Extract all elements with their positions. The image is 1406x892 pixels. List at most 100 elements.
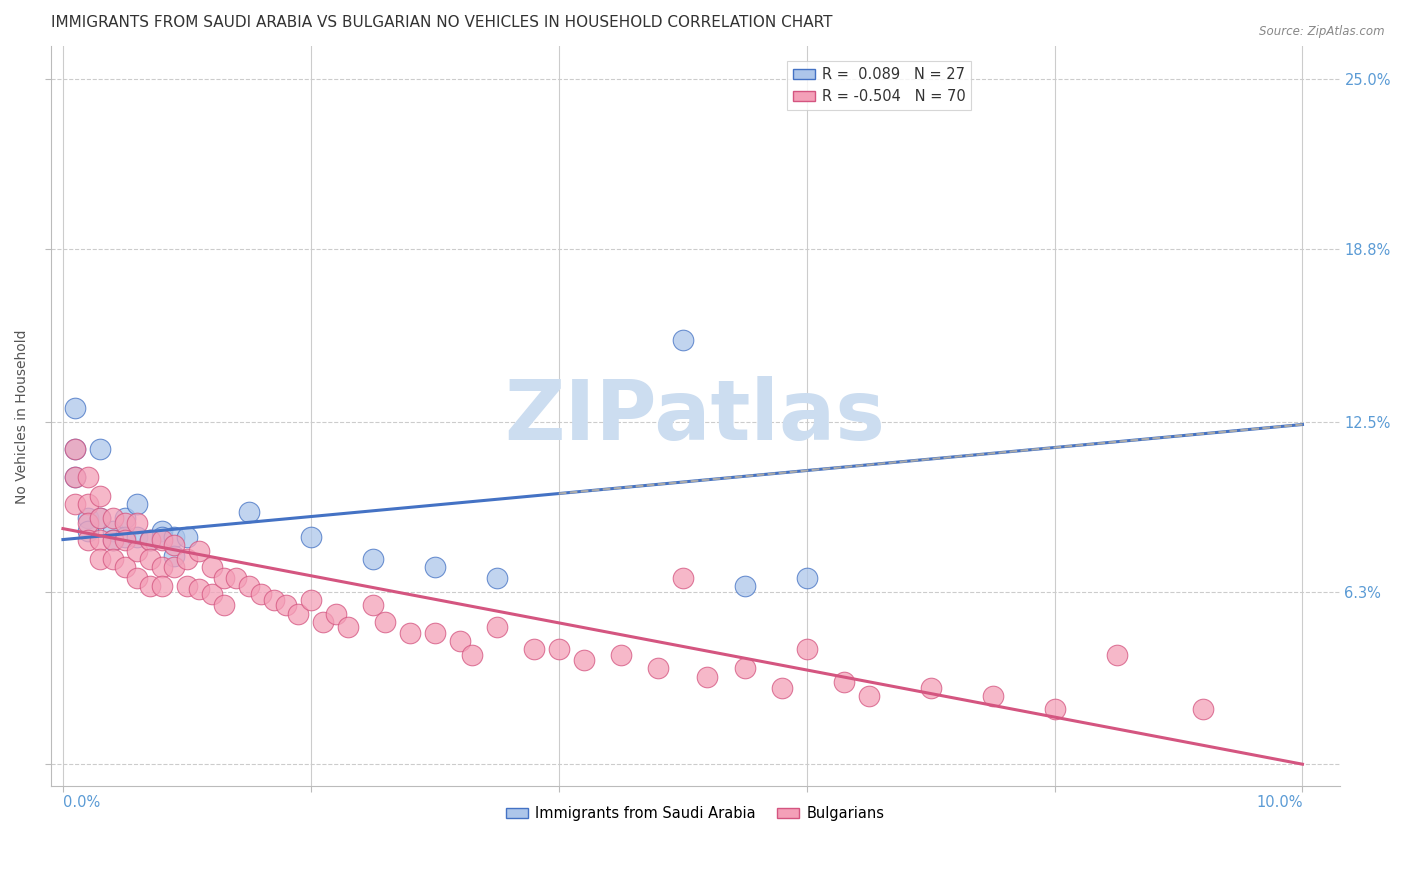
Point <box>188 582 211 596</box>
Point <box>981 689 1004 703</box>
Point <box>176 530 198 544</box>
Point <box>609 648 631 662</box>
Point <box>89 533 111 547</box>
Point <box>65 469 87 483</box>
Point <box>76 524 98 539</box>
Point <box>201 560 224 574</box>
Point <box>65 469 87 483</box>
Point <box>325 607 347 621</box>
Point <box>114 533 136 547</box>
Point <box>361 599 384 613</box>
Point <box>250 587 273 601</box>
Point <box>114 510 136 524</box>
Point <box>832 675 855 690</box>
Text: Source: ZipAtlas.com: Source: ZipAtlas.com <box>1260 25 1385 38</box>
Point <box>263 592 285 607</box>
Text: IMMIGRANTS FROM SAUDI ARABIA VS BULGARIAN NO VEHICLES IN HOUSEHOLD CORRELATION C: IMMIGRANTS FROM SAUDI ARABIA VS BULGARIA… <box>51 15 832 30</box>
Point <box>65 401 87 415</box>
Point <box>201 587 224 601</box>
Point <box>150 530 173 544</box>
Point <box>150 533 173 547</box>
Point <box>89 551 111 566</box>
Point <box>212 599 235 613</box>
Point <box>238 505 260 519</box>
Point <box>138 533 160 547</box>
Point <box>76 533 98 547</box>
Point <box>672 571 695 585</box>
Point <box>127 571 149 585</box>
Point <box>138 551 160 566</box>
Point <box>101 524 124 539</box>
Point <box>65 442 87 457</box>
Point <box>299 592 322 607</box>
Point <box>76 497 98 511</box>
Point <box>796 642 818 657</box>
Point <box>150 560 173 574</box>
Point <box>176 579 198 593</box>
Point <box>76 510 98 524</box>
Point <box>89 442 111 457</box>
Point <box>796 571 818 585</box>
Point <box>114 530 136 544</box>
Point <box>163 560 186 574</box>
Text: 10.0%: 10.0% <box>1256 795 1302 810</box>
Point <box>65 497 87 511</box>
Point <box>114 560 136 574</box>
Point <box>312 615 335 629</box>
Point <box>89 489 111 503</box>
Point <box>176 551 198 566</box>
Point <box>734 579 756 593</box>
Text: 0.0%: 0.0% <box>63 795 100 810</box>
Point <box>101 551 124 566</box>
Point <box>65 442 87 457</box>
Point <box>89 510 111 524</box>
Point <box>770 681 793 695</box>
Point <box>1105 648 1128 662</box>
Point <box>1043 702 1066 716</box>
Point <box>461 648 484 662</box>
Point <box>485 620 508 634</box>
Point <box>423 625 446 640</box>
Point <box>238 579 260 593</box>
Legend: Immigrants from Saudi Arabia, Bulgarians: Immigrants from Saudi Arabia, Bulgarians <box>501 800 890 827</box>
Point <box>101 533 124 547</box>
Point <box>163 538 186 552</box>
Point <box>138 579 160 593</box>
Point <box>399 625 422 640</box>
Point <box>547 642 569 657</box>
Point <box>127 497 149 511</box>
Point <box>127 516 149 530</box>
Point <box>127 543 149 558</box>
Point <box>672 333 695 347</box>
Point <box>696 669 718 683</box>
Point <box>287 607 309 621</box>
Point <box>523 642 546 657</box>
Point <box>374 615 396 629</box>
Point <box>114 516 136 530</box>
Point <box>858 689 880 703</box>
Point <box>299 530 322 544</box>
Point <box>150 579 173 593</box>
Point <box>647 661 669 675</box>
Point <box>225 571 247 585</box>
Point <box>76 469 98 483</box>
Point <box>920 681 942 695</box>
Point <box>150 524 173 539</box>
Point <box>274 599 297 613</box>
Point <box>188 543 211 558</box>
Point <box>101 510 124 524</box>
Point <box>101 533 124 547</box>
Point <box>361 551 384 566</box>
Point <box>423 560 446 574</box>
Point <box>485 571 508 585</box>
Y-axis label: No Vehicles in Household: No Vehicles in Household <box>15 329 30 504</box>
Point <box>572 653 595 667</box>
Point <box>212 571 235 585</box>
Point <box>76 516 98 530</box>
Point <box>337 620 360 634</box>
Point <box>163 530 186 544</box>
Point <box>734 661 756 675</box>
Point <box>449 634 471 648</box>
Point <box>138 533 160 547</box>
Text: ZIPatlas: ZIPatlas <box>505 376 886 457</box>
